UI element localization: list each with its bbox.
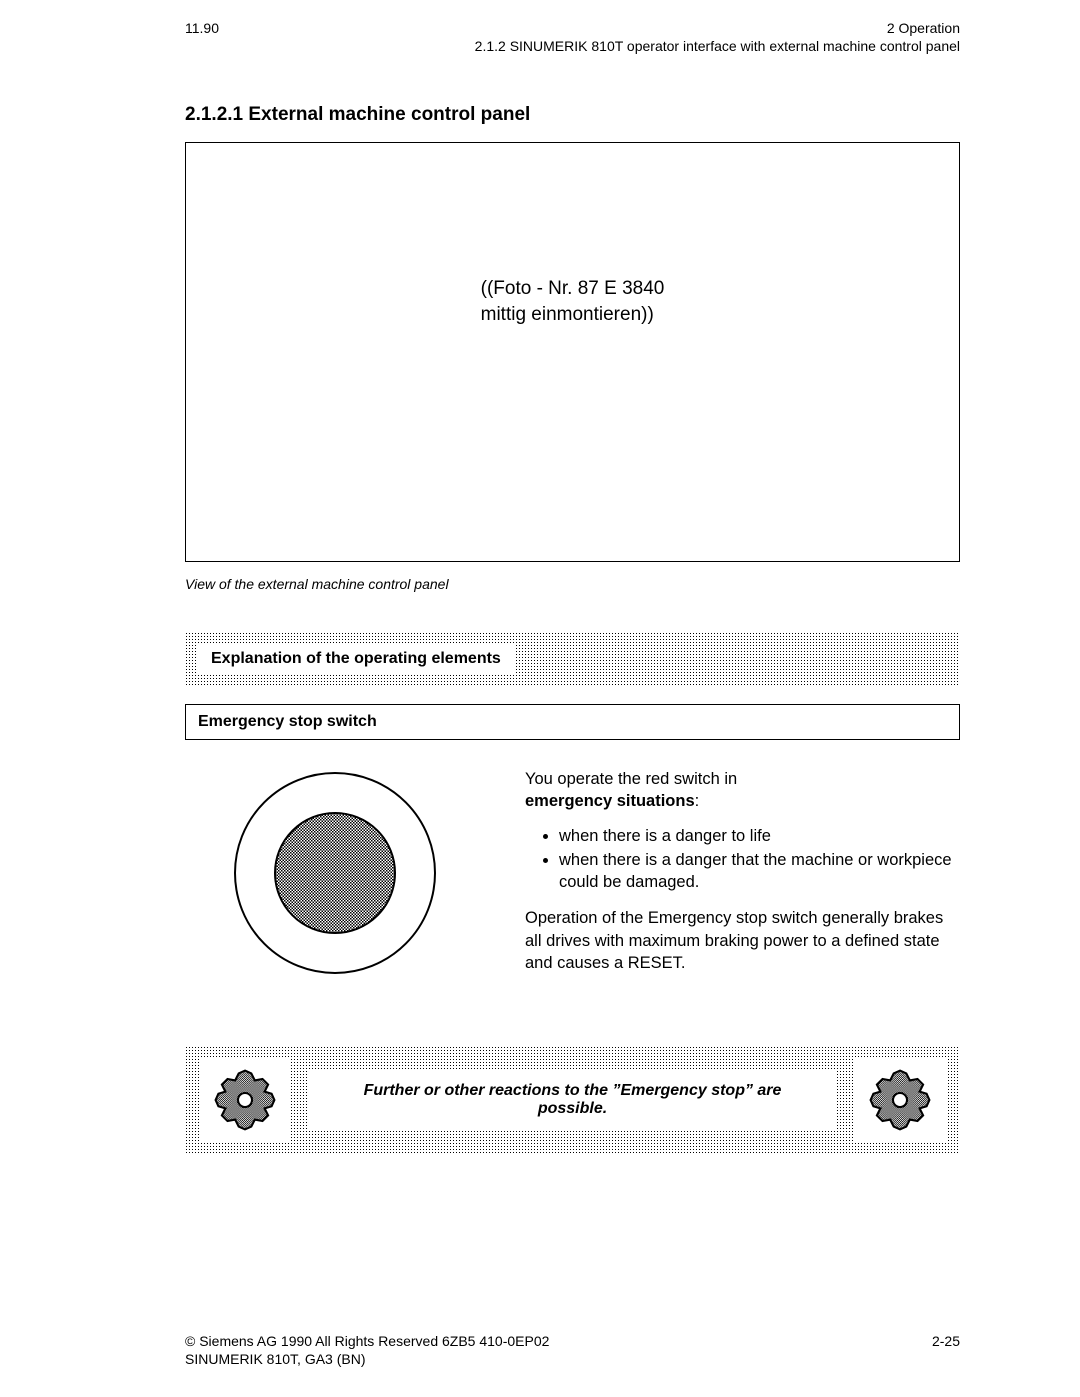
footer-page-number: 2-25: [932, 1333, 960, 1349]
photo-caption: View of the external machine control pan…: [185, 576, 960, 592]
gear-icon-right: [854, 1057, 946, 1143]
explain-banner: Explanation of the operating elements: [185, 632, 960, 686]
section-title: 2.1.2.1 External machine control panel: [185, 104, 960, 126]
intro-colon: :: [695, 792, 700, 810]
explain-banner-label: Explanation of the operating elements: [197, 644, 515, 674]
header-left: 11.90: [185, 20, 219, 36]
list-item: when there is a danger that the machine …: [559, 849, 960, 894]
photo-placeholder-box: ((Foto - Nr. 87 E 3840 mittig einmontier…: [185, 142, 960, 562]
footer-copyright: © Siemens AG 1990 All Rights Reserved 6Z…: [185, 1333, 549, 1349]
intro-line1: You operate the red switch in: [525, 770, 737, 788]
intro-text: You operate the red switch in emergency …: [525, 768, 960, 813]
note-text: Further or other reactions to the ”Emerg…: [309, 1069, 836, 1131]
emergency-stop-icon: [230, 768, 440, 978]
subsection-title: Emergency stop switch: [185, 704, 960, 740]
header-right-1: 2 Operation: [887, 20, 960, 36]
note-banner: Further or other reactions to the ”Emerg…: [185, 1046, 960, 1154]
bullet-list: when there is a danger to life when ther…: [525, 825, 960, 894]
list-item: when there is a danger to life: [559, 825, 960, 847]
intro-bold: emergency situations: [525, 792, 695, 810]
header-right-2: 2.1.2 SINUMERIK 810T operator interface …: [185, 38, 960, 54]
para-operation: Operation of the Emergency stop switch g…: [525, 907, 960, 974]
photo-line1: ((Foto - Nr. 87 E 3840: [481, 276, 665, 302]
page-footer: © Siemens AG 1990 All Rights Reserved 6Z…: [185, 1333, 960, 1367]
gear-icon-left: [199, 1057, 291, 1143]
photo-line2: mittig einmontieren)): [481, 302, 665, 328]
footer-product: SINUMERIK 810T, GA3 (BN): [185, 1351, 960, 1367]
